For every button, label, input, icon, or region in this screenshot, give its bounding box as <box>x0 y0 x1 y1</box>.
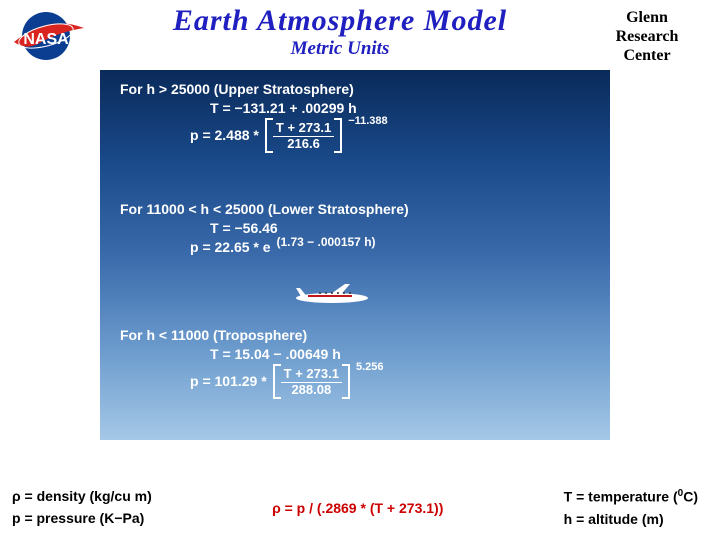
org-line: Glenn <box>592 8 702 27</box>
equation-lead: p = 2.488 * <box>190 127 259 143</box>
legend-left: ρ = density (kg/cu m) p = pressure (K−Pa… <box>12 488 152 527</box>
fraction-numerator: T + 273.1 <box>273 121 334 137</box>
pressure-equation: p = 101.29 * T + 273.1 288.08 5.256 <box>120 364 600 399</box>
org-line: Research <box>592 27 702 46</box>
density-equation: ρ = p / (.2869 * (T + 273.1)) <box>272 500 443 516</box>
airplane-icon <box>290 280 380 312</box>
org-line: Center <box>592 46 702 65</box>
page-subtitle: Metric Units <box>88 38 592 60</box>
equation-lead: p = 22.65 * e <box>190 239 271 255</box>
nasa-logo: NASA <box>8 4 88 64</box>
altitude-definition: h = altitude (m) <box>564 511 698 527</box>
fraction-numerator: T + 273.1 <box>281 367 342 383</box>
pressure-equation: p = 22.65 * e (1.73 − .000157 h) <box>120 238 600 257</box>
fraction-denominator: 216.6 <box>284 137 323 152</box>
bracket-icon: T + 273.1 288.08 <box>273 364 350 399</box>
svg-text:NASA: NASA <box>23 31 69 48</box>
condition-label: For h > 25000 (Upper Stratosphere) <box>120 80 600 99</box>
condition-label: For 11000 < h < 25000 (Lower Stratospher… <box>120 200 600 219</box>
fraction-denominator: 288.08 <box>288 383 334 398</box>
temperature-definition: T = temperature (0C) <box>564 488 698 505</box>
troposphere-section: For h < 11000 (Troposphere) T = 15.04 − … <box>120 326 600 399</box>
upper-stratosphere-section: For h > 25000 (Upper Stratosphere) T = −… <box>120 80 600 153</box>
title-block: Earth Atmosphere Model Metric Units <box>88 4 592 60</box>
organization-label: Glenn Research Center <box>592 4 702 66</box>
bracket-icon: T + 273.1 216.6 <box>265 118 342 153</box>
sky-panel: For h > 25000 (Upper Stratosphere) T = −… <box>100 70 610 440</box>
legend-right: T = temperature (0C) h = altitude (m) <box>564 488 698 527</box>
exponent: (1.73 − .000157 h) <box>276 235 375 249</box>
header: NASA Earth Atmosphere Model Metric Units… <box>0 0 710 68</box>
legend-row: ρ = density (kg/cu m) p = pressure (K−Pa… <box>12 488 698 527</box>
pressure-equation: p = 2.488 * T + 273.1 216.6 −11.388 <box>120 118 600 153</box>
page-title: Earth Atmosphere Model <box>88 4 592 38</box>
exponent: −11.388 <box>348 115 387 127</box>
condition-label: For h < 11000 (Troposphere) <box>120 326 600 345</box>
fraction: T + 273.1 288.08 <box>281 367 342 398</box>
pressure-definition: p = pressure (K−Pa) <box>12 510 152 526</box>
equation-lead: p = 101.29 * <box>190 373 267 389</box>
density-definition: ρ = density (kg/cu m) <box>12 488 152 504</box>
lower-stratosphere-section: For 11000 < h < 25000 (Lower Stratospher… <box>120 200 600 257</box>
fraction: T + 273.1 216.6 <box>273 121 334 152</box>
exponent: 5.256 <box>356 361 384 373</box>
